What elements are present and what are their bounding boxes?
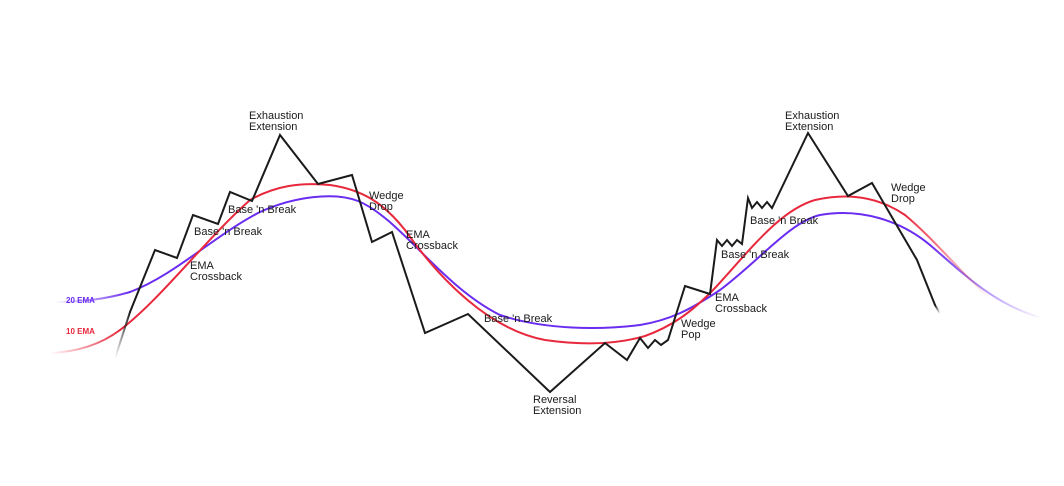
ema20-label: 20 EMA <box>66 296 95 305</box>
reversal-extension-label: Reversal Extension <box>533 394 582 417</box>
ema10-label: 10 EMA <box>66 327 95 336</box>
price-line <box>114 130 941 394</box>
price-main <box>129 130 936 394</box>
wedge-drop-right-label: Wedge Drop <box>891 182 926 205</box>
ema-crossback-right-label: EMA Crossback <box>715 292 767 315</box>
ema20-fade-left <box>54 291 131 303</box>
ema20-fade-right <box>929 244 1043 319</box>
ema10-fade-right <box>904 214 991 299</box>
exhaustion-extension-left-label: Exhaustion Extension <box>249 110 304 133</box>
ema10-main <box>119 183 906 345</box>
ema20-main <box>129 195 931 329</box>
price-fade-end <box>934 304 941 314</box>
exhaustion-extension-right-label: Exhaustion Extension <box>785 110 840 133</box>
base-break-label-5: Base 'n Break <box>721 249 790 261</box>
wedge-pop-label: Wedge Pop <box>681 318 716 341</box>
ema20-line <box>54 195 1043 329</box>
base-break-label-1: Base 'n Break <box>228 204 297 216</box>
price-fade-start <box>114 311 131 359</box>
ema-crossback-left-label: EMA Crossback <box>190 260 242 283</box>
ema10-line <box>49 183 991 354</box>
wedge-drop-left-label: Wedge Drop <box>369 190 404 213</box>
base-break-label-3: Base 'n Break <box>484 313 553 325</box>
ema-crossback-mid-label: EMA Crossback <box>406 229 458 252</box>
base-break-label-2: Base 'n Break <box>194 226 263 238</box>
ema10-fade-left <box>49 329 121 354</box>
base-break-label-4: Base 'n Break <box>750 215 819 227</box>
